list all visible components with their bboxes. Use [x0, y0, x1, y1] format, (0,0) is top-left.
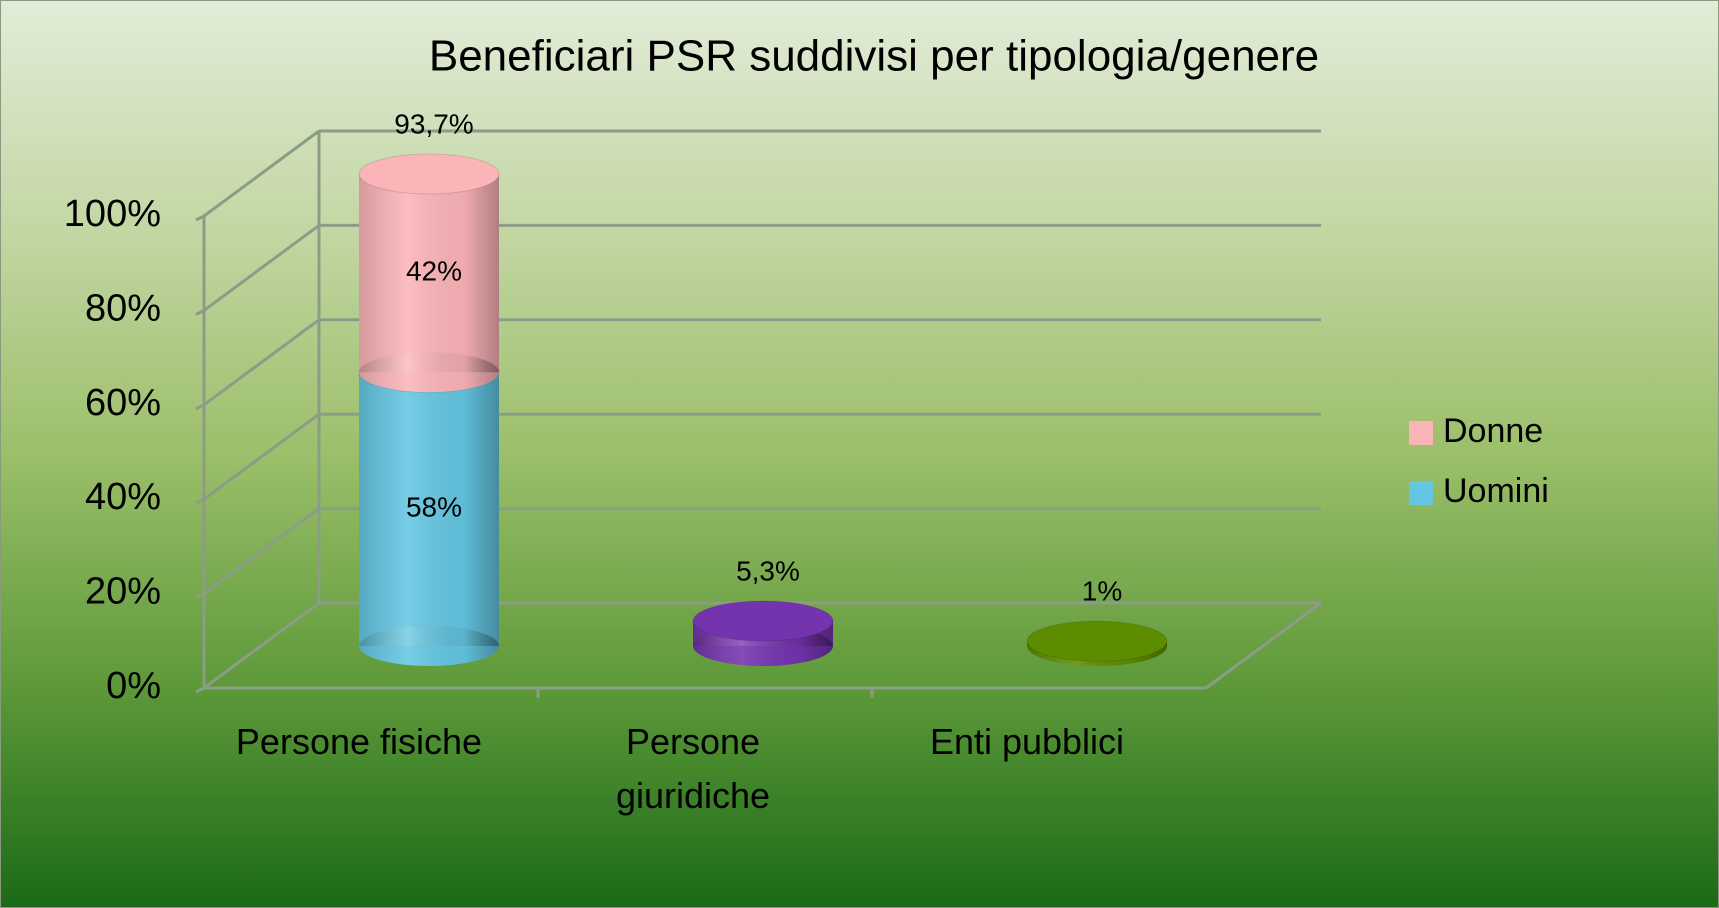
grid-line: [203, 507, 320, 595]
tick-mark: [195, 592, 205, 599]
tick-mark: [195, 214, 205, 222]
shade: [359, 372, 499, 646]
data-label: 58%: [406, 492, 462, 523]
cylinder-top: [692, 600, 834, 642]
tick-mark: [195, 686, 205, 694]
grid-line: [203, 601, 320, 690]
axis-line: [1205, 601, 1322, 690]
legend-label: Uomini: [1443, 472, 1549, 510]
x-tick-label: Persone fisiche: [235, 721, 483, 762]
grid-line: [203, 412, 320, 501]
x-tick-label: Persone giuridiche: [615, 721, 771, 816]
y-tick-label: 80%: [85, 287, 161, 329]
cylinder-top: [358, 153, 500, 195]
x-tick-label: Enti pubblici: [929, 721, 1125, 762]
chart-title: Beneficiari PSR suddivisi per tipologia/…: [429, 32, 1319, 81]
legend-swatch: [1409, 481, 1433, 505]
y-tick-label: 0%: [106, 665, 161, 707]
y-tick-label: 40%: [85, 476, 161, 518]
grid-line: [203, 224, 320, 312]
shade: [359, 174, 499, 373]
total-label: 5,3%: [736, 555, 800, 586]
grid-line: [203, 318, 320, 407]
y-tick-label: 100%: [64, 193, 161, 235]
data-label: 42%: [406, 256, 462, 287]
legend-swatch: [1409, 421, 1433, 445]
grid-line: [203, 129, 320, 218]
legend-label: Donne: [1443, 412, 1543, 450]
total-label: 1%: [1082, 576, 1122, 607]
tick-mark: [195, 309, 205, 316]
y-tick-label: 20%: [85, 571, 161, 613]
y-tick-label: 60%: [85, 382, 161, 424]
tick-mark: [195, 497, 205, 505]
cylinder-top: [1026, 620, 1168, 662]
tick-mark: [195, 403, 205, 411]
total-label: 93,7%: [394, 108, 473, 139]
